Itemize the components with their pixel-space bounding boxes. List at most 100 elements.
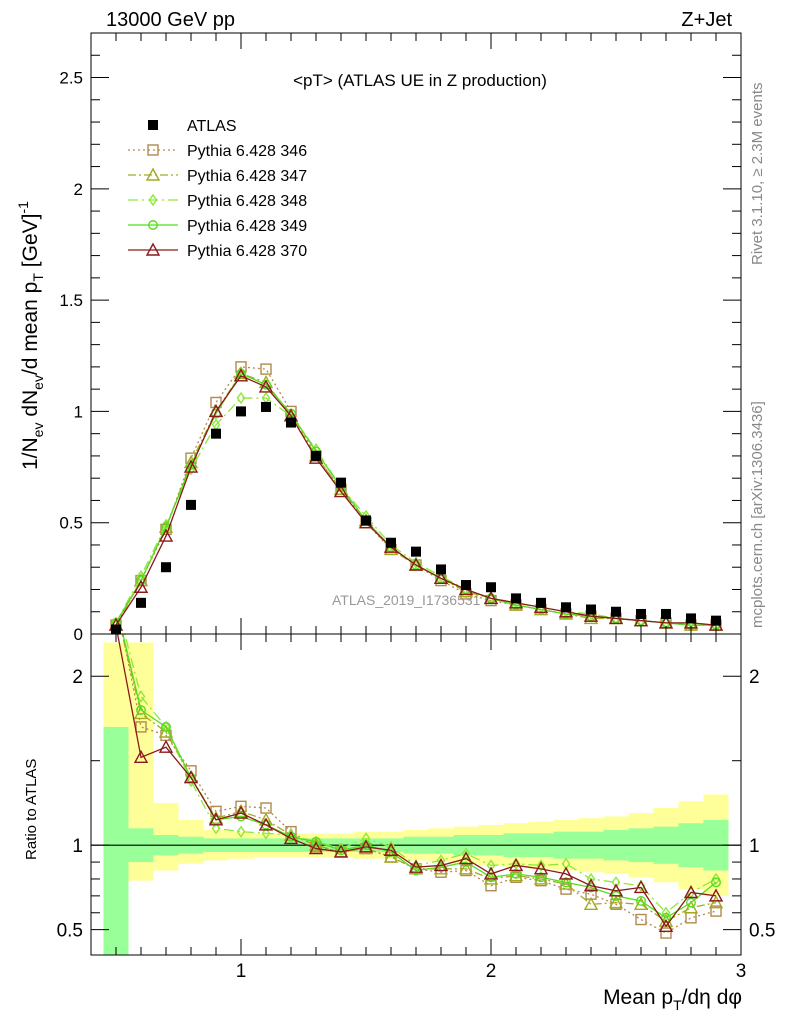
series-line-p349 bbox=[115, 372, 716, 626]
ratio-point-p370 bbox=[708, 888, 724, 902]
ratio-point-p349 bbox=[186, 772, 196, 783]
ratio-point-p349 bbox=[461, 857, 471, 868]
point-p370 bbox=[433, 570, 449, 585]
rivet-label: Rivet 3.1.10, ≥ 2.3M events bbox=[749, 83, 766, 266]
ratio-point-p349 bbox=[486, 872, 496, 883]
ratio-point-p370 bbox=[633, 879, 649, 894]
ratio-point-p348 bbox=[711, 872, 721, 886]
ratio-point-p349 bbox=[161, 721, 171, 732]
y-tick-label: 1.5 bbox=[59, 291, 83, 310]
ratio-point-p349 bbox=[411, 865, 421, 876]
ratio-point-p346 bbox=[535, 874, 547, 887]
ratio-point-p370 bbox=[433, 857, 449, 872]
point-p347 bbox=[233, 366, 249, 380]
y-tick-label: 2.5 bbox=[59, 69, 83, 88]
ratio-point-p370 bbox=[558, 866, 574, 880]
main-panel: ATLAS_2019_I1736531 ATLAS Pythia 6.428 346… bbox=[59, 32, 742, 644]
data-point bbox=[311, 450, 321, 461]
ratio-point-p346 bbox=[135, 721, 147, 733]
ratio-point-p347 bbox=[383, 849, 399, 863]
ratio-y-tick-label-right: 2 bbox=[749, 667, 760, 688]
data-point bbox=[386, 537, 396, 548]
data-point bbox=[236, 406, 246, 417]
ratio-point-p349 bbox=[136, 705, 146, 715]
ratio-series bbox=[110, 603, 724, 939]
point-p370 bbox=[133, 579, 149, 593]
data-point bbox=[486, 582, 496, 593]
ratio-point-p347 bbox=[110, 603, 122, 614]
point-p370 bbox=[483, 590, 499, 605]
ratio-point-p348 bbox=[136, 690, 146, 703]
y-tick-label: 0.5 bbox=[59, 514, 83, 533]
ratio-line-p347 bbox=[121, 634, 717, 922]
ratio-point-p370 bbox=[458, 851, 474, 865]
data-point bbox=[436, 564, 446, 575]
point-p348 bbox=[186, 463, 196, 476]
ratio-point-p349 bbox=[511, 868, 521, 879]
ratio-y-tick-label-right: 0.5 bbox=[749, 921, 775, 942]
legend-marker-p347 bbox=[145, 167, 161, 181]
ratio-point-p346 bbox=[235, 800, 247, 813]
point-p349 bbox=[411, 560, 421, 570]
header-left: 13000 GeV pp bbox=[106, 9, 235, 31]
ratio-point-p370 bbox=[533, 861, 549, 875]
point-p349 bbox=[486, 593, 496, 604]
legend-marker-p349 bbox=[148, 220, 158, 230]
x-tick-label: 3 bbox=[736, 961, 747, 982]
ratio-y-tick-label-right: 1 bbox=[749, 836, 760, 857]
data-point bbox=[511, 593, 521, 604]
ratio-point-p347 bbox=[433, 861, 449, 875]
x-axis-label: Mean pT/dη dφ bbox=[603, 986, 742, 1013]
data-point bbox=[211, 428, 221, 439]
ratio-point-p348 bbox=[361, 832, 371, 845]
ratio-point-p370 bbox=[158, 739, 174, 753]
x-tick-label: 2 bbox=[486, 961, 497, 982]
ratio-point-p347 bbox=[708, 895, 724, 909]
point-p370 bbox=[608, 610, 624, 625]
ratio-point-p370 bbox=[183, 770, 199, 784]
watermark-label: ATLAS_2019_I1736531 bbox=[332, 592, 481, 608]
data-point bbox=[711, 615, 721, 626]
ratio-point-p370 bbox=[483, 866, 499, 880]
ratio-point-p348 bbox=[586, 872, 596, 886]
ratio-point-p346 bbox=[660, 927, 672, 939]
data-point bbox=[261, 401, 271, 412]
ratio-point-p349 bbox=[261, 819, 271, 830]
y-tick-label: 2 bbox=[74, 180, 83, 199]
y-tick-label: 1 bbox=[74, 402, 83, 421]
point-p370 bbox=[233, 368, 249, 382]
point-p370 bbox=[183, 459, 199, 473]
ratio-point-p348 bbox=[511, 857, 521, 870]
ratio-point-p370 bbox=[658, 918, 674, 932]
header-right: Z+Jet bbox=[681, 9, 732, 31]
legend-label: ATLAS bbox=[187, 118, 237, 135]
point-p370 bbox=[408, 557, 424, 571]
ratio-panel: 0.5 0.5 1 1 2 2 1 2 3 bbox=[57, 603, 775, 982]
data-point bbox=[286, 417, 296, 428]
data-point bbox=[611, 606, 621, 617]
ratio-point-p347 bbox=[158, 724, 174, 738]
data-point bbox=[636, 608, 646, 619]
ratio-point-p349 bbox=[686, 897, 696, 908]
ratio-y-tick-label: 0.5 bbox=[57, 921, 83, 942]
ratio-point-p346 bbox=[685, 912, 697, 924]
point-p370 bbox=[333, 484, 349, 498]
point-p346 bbox=[260, 363, 272, 375]
ratio-point-p370 bbox=[133, 749, 149, 764]
legend-label: Pythia 6.428 349 bbox=[187, 218, 307, 235]
data-point bbox=[661, 608, 671, 619]
series-line-p347 bbox=[115, 372, 716, 626]
ratio-point-p346 bbox=[710, 905, 722, 917]
data-point bbox=[161, 562, 171, 573]
ratio-point-p370 bbox=[408, 859, 424, 873]
ratio-point-p347 bbox=[508, 868, 524, 882]
ratio-point-p349 bbox=[536, 872, 546, 883]
point-p370 bbox=[158, 528, 174, 542]
ratio-point-p349 bbox=[211, 814, 221, 825]
point-p347 bbox=[583, 610, 599, 625]
point-p346 bbox=[235, 361, 247, 373]
ratio-point-p347 bbox=[458, 861, 474, 875]
ratio-y-tick-label: 2 bbox=[72, 667, 83, 688]
ratio-ylabel: Ratio to ATLAS bbox=[23, 759, 40, 860]
point-p370 bbox=[633, 613, 649, 627]
